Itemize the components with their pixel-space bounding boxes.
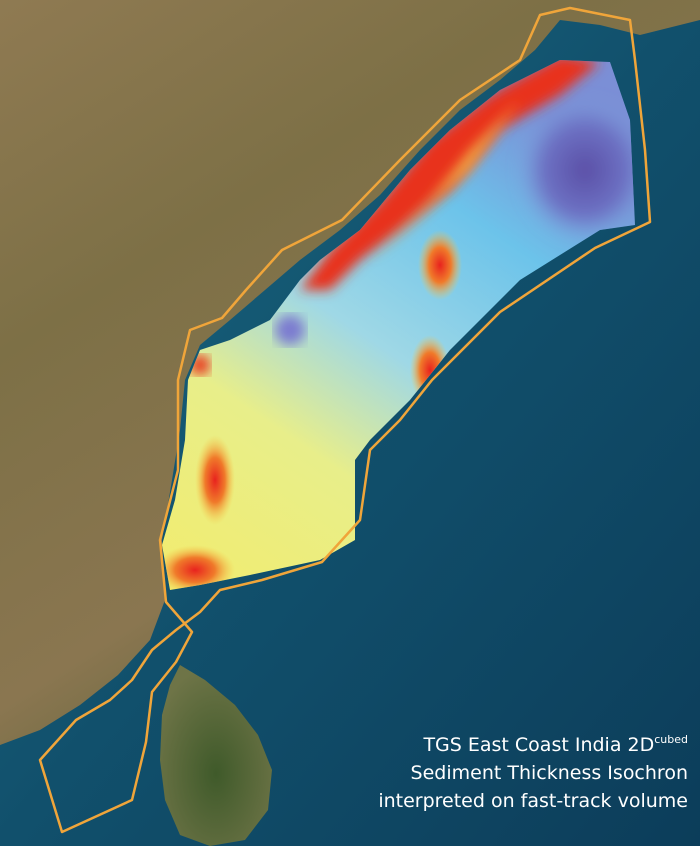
- survey-outline: [38, 6, 652, 834]
- caption-line: TGS East Coast India 2Dcubed: [422, 733, 688, 756]
- caption-superscript: cubed: [654, 733, 688, 746]
- hot-spot: [195, 435, 235, 525]
- mainland: [0, 0, 700, 745]
- thick-band-edge: [370, 100, 520, 260]
- deep-spot: [275, 315, 305, 345]
- sri-lanka: [160, 665, 272, 846]
- hot-spot: [418, 230, 462, 300]
- caption-line: Sediment Thickness Isochron: [411, 762, 688, 784]
- thick-band: [300, 60, 600, 290]
- deep-zone: [515, 95, 635, 245]
- caption-line: interpreted on fast-track volume: [378, 790, 688, 812]
- caption-title: TGS East Coast India 2D: [422, 734, 654, 756]
